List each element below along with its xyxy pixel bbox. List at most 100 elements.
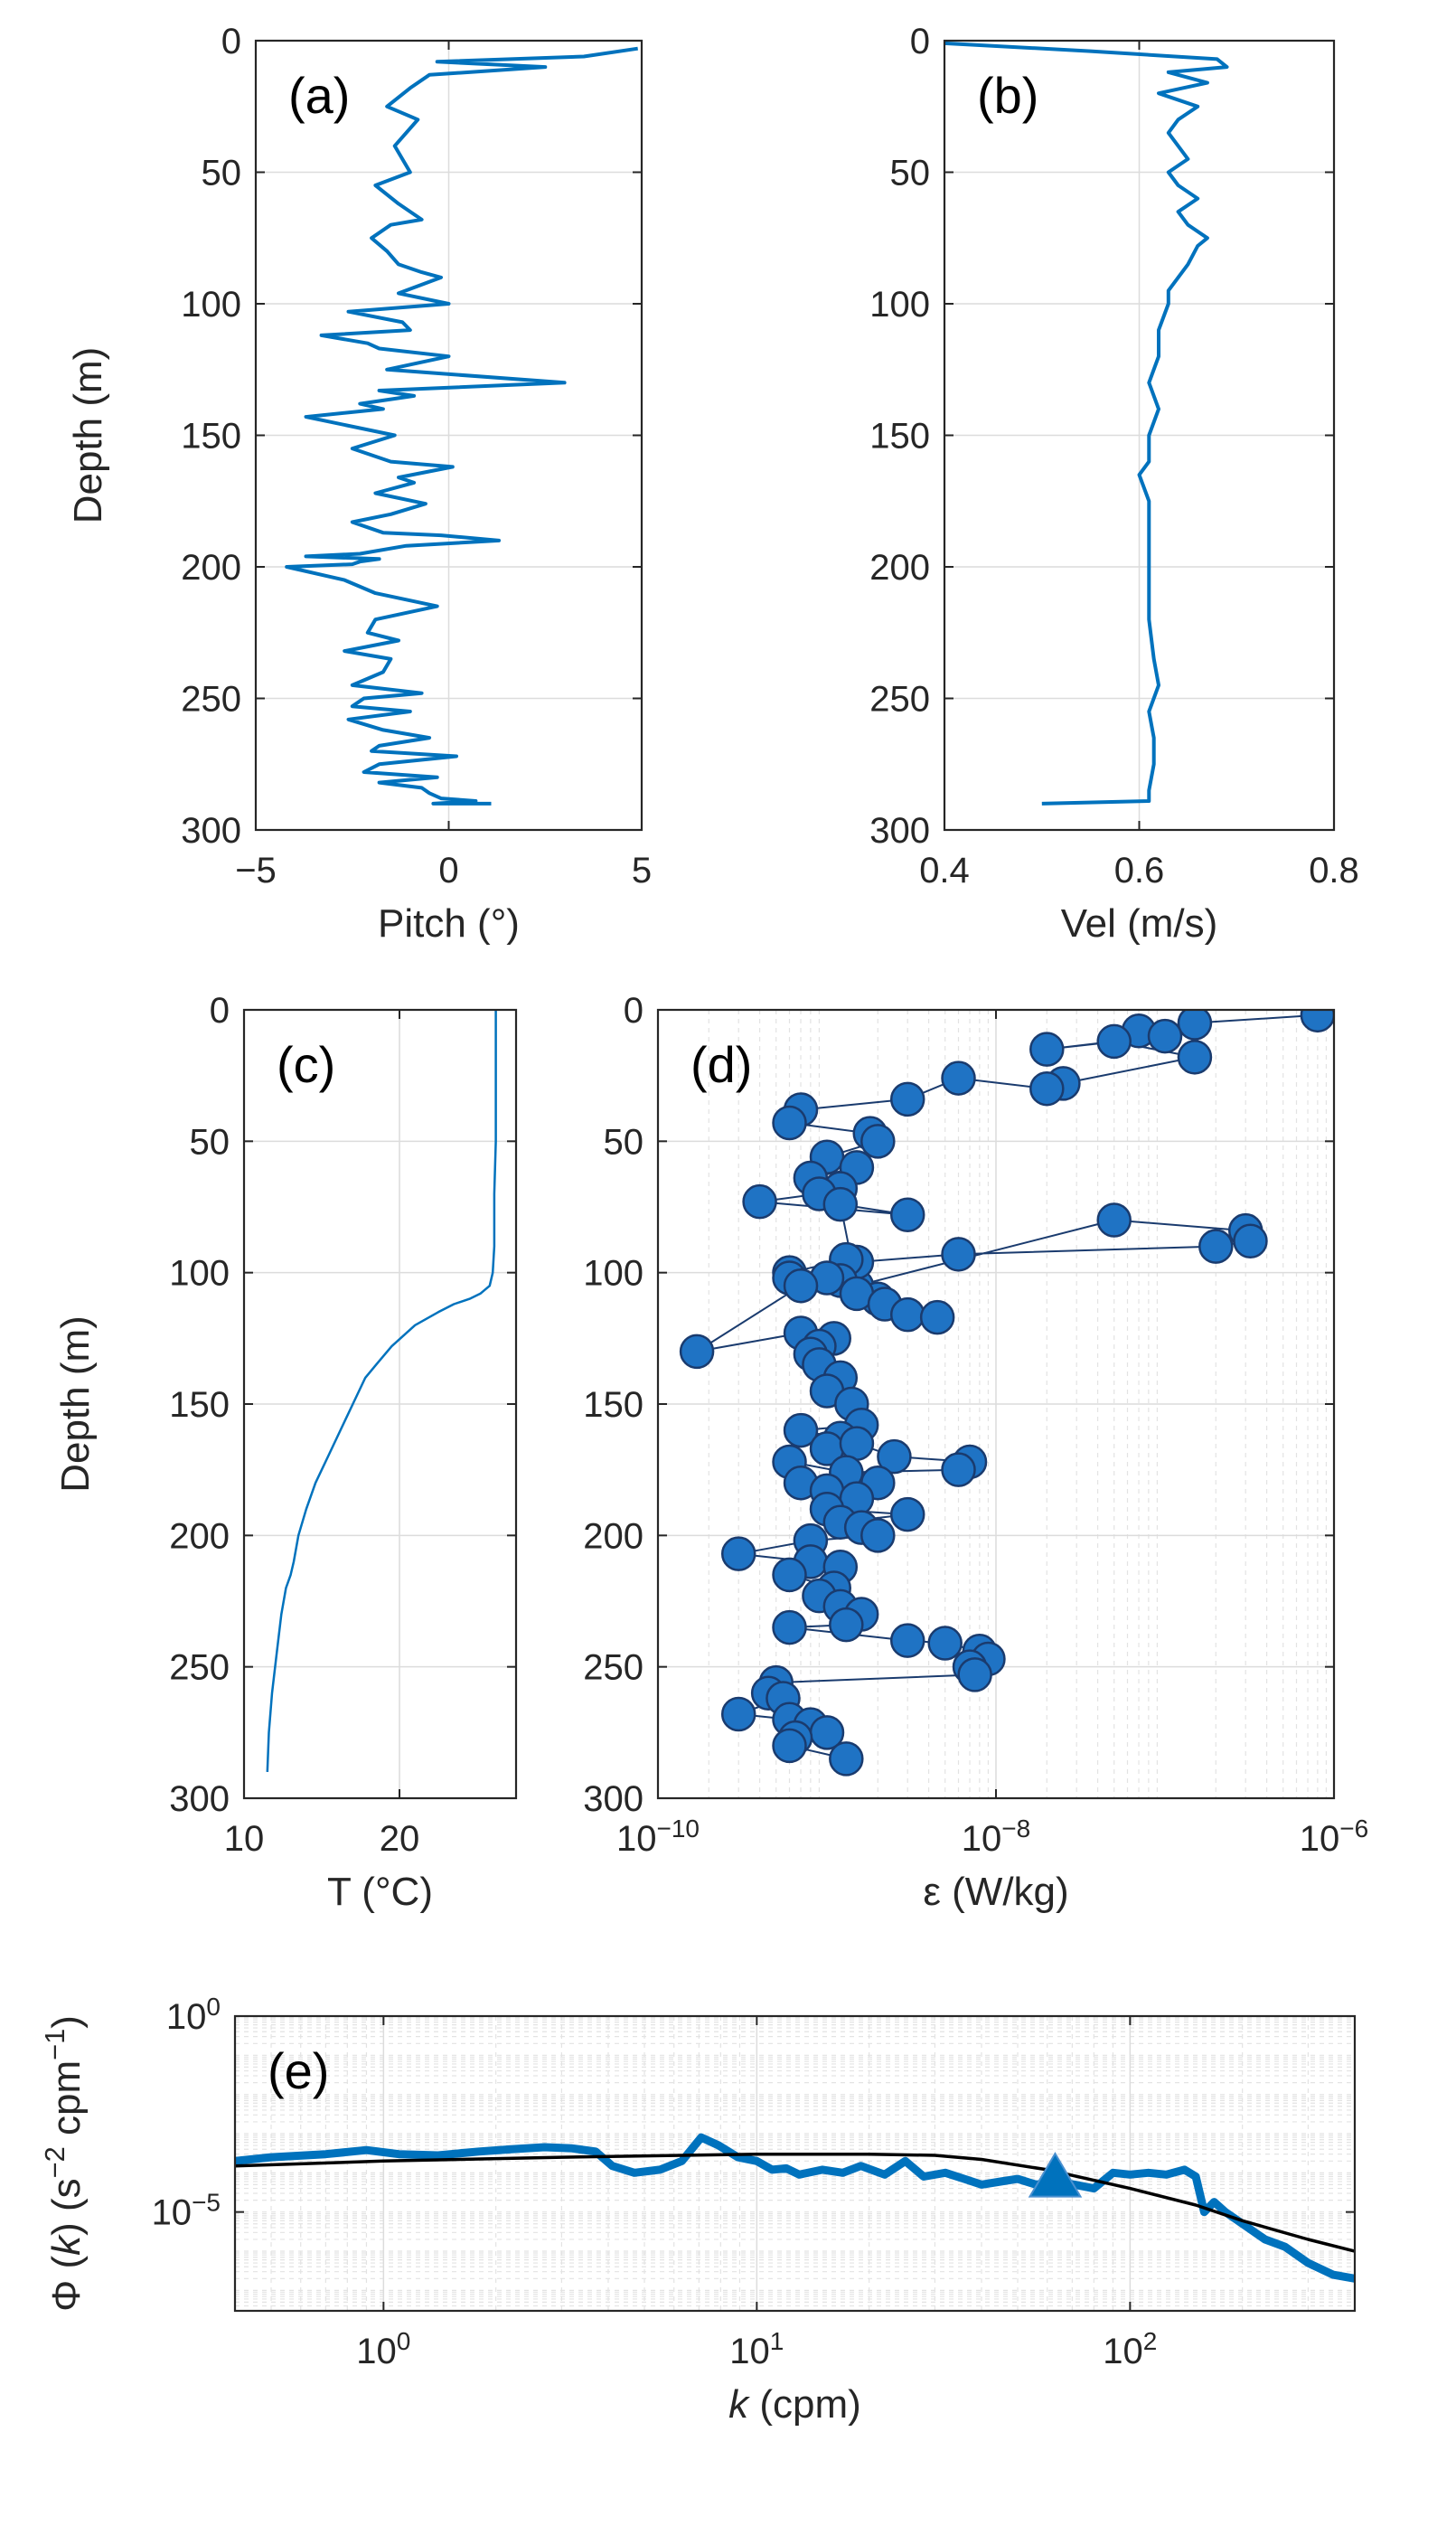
epsilon-point [889, 1496, 925, 1532]
x-tick-label: 10 [224, 1819, 265, 1859]
y-tick-label: 300 [169, 1779, 230, 1819]
panel-d-dissipation-profile: 10−10 10−8 10−6 0 50 100 150 200 250 300 ε (W/kg) (… [583, 991, 1368, 1914]
y-tick-label: 100 [166, 1993, 221, 2038]
epsilon-point [919, 1299, 955, 1335]
y-tick-label: 150 [181, 417, 241, 457]
epsilon-point [822, 1186, 859, 1222]
x-axis-label: Pitch (°) [378, 901, 520, 946]
epsilon-point [1029, 1070, 1065, 1107]
plot-area [285, 46, 638, 806]
y-tick-label: 100 [169, 1254, 230, 1294]
x-tick-label: 0.6 [1114, 851, 1165, 891]
epsilon-point [941, 1452, 976, 1487]
epsilon-point [720, 1536, 756, 1571]
epsilon-point [783, 1268, 819, 1304]
x-tick-label: −5 [235, 851, 277, 891]
epsilon-point [1300, 1010, 1334, 1033]
axes-frame [233, 2014, 1357, 2313]
x-axis-label: ε (W/kg) [923, 1870, 1068, 1914]
epsilon-point [829, 1741, 864, 1777]
epsilon-point [772, 1609, 807, 1645]
x-tick-label: 5 [632, 851, 652, 891]
epsilon-point [1233, 1223, 1268, 1259]
y-tick-label: 300 [869, 811, 930, 851]
y-tick-label: 200 [169, 1516, 230, 1556]
epsilon-point [860, 1518, 896, 1553]
epsilon-point [860, 1124, 896, 1159]
x-tick-label: 101 [729, 2327, 784, 2372]
y-tick-label: 100 [869, 285, 930, 325]
epsilon-point [772, 1557, 807, 1593]
x-tick-label: 10−8 [962, 1814, 1030, 1860]
epsilon-point [889, 1296, 925, 1333]
epsilon-point [1096, 1202, 1132, 1238]
y-tick-label: 50 [604, 1122, 644, 1162]
x-tick-label: 0 [438, 851, 458, 891]
epsilon-point [1029, 1032, 1065, 1067]
panel-label: (e) [268, 2042, 329, 2099]
y-tick-label: 0 [910, 22, 930, 61]
profile-line [285, 46, 638, 806]
y-tick-label: 250 [869, 680, 930, 720]
epsilon-point [720, 1696, 756, 1732]
y-tick-label: 0 [624, 991, 643, 1031]
x-tick-label: 0.4 [919, 851, 970, 891]
epsilon-point [679, 1334, 715, 1370]
epsilon-point [772, 1728, 807, 1764]
panel-e-spectrum: 100 101 102 100 10−5 k (cpm) Φ (k) (s−2 cpm−1)… [39, 1993, 1357, 2427]
panel-label: (a) [288, 67, 350, 124]
epsilon-point [1096, 1023, 1132, 1060]
observed-spectrum-line [235, 2133, 1355, 2283]
epsilon-point [1198, 1229, 1234, 1264]
panel-b-velocity-profile: 0.4 0.6 0.8 0 50 100 150 200 250 300 Vel (m/s) (b) [869, 22, 1359, 946]
y-axis-label: Depth (m) [53, 1315, 98, 1493]
y-tick-label: 200 [583, 1516, 643, 1556]
epsilon-point [877, 1438, 912, 1475]
y-tick-label: 150 [869, 417, 930, 457]
plot-area [679, 1010, 1334, 1777]
x-axis-label: Vel (m/s) [1061, 901, 1218, 946]
y-tick-label: 100 [583, 1254, 643, 1294]
y-tick-label: 100 [181, 285, 241, 325]
plot-area [235, 2133, 1355, 2283]
epsilon-point [927, 1626, 963, 1661]
y-tick-label: 10−5 [152, 2188, 221, 2233]
epsilon-point [772, 1105, 807, 1141]
y-tick-label: 150 [169, 1385, 230, 1425]
epsilon-point [783, 1412, 819, 1448]
y-tick-label: 50 [202, 154, 242, 193]
panel-label: (c) [277, 1036, 335, 1093]
x-tick-label: 102 [1103, 2327, 1157, 2372]
panel-label: (d) [690, 1036, 752, 1093]
y-tick-label: 150 [583, 1385, 643, 1425]
profile-line [266, 1010, 497, 1772]
panel-label: (b) [977, 67, 1038, 124]
x-tick-label: 10−10 [616, 1814, 700, 1860]
y-tick-label: 250 [583, 1648, 643, 1688]
epsilon-point [829, 1607, 864, 1643]
y-tick-label: 50 [890, 154, 931, 193]
y-axis-label: Φ (k) (s−2 cpm−1) [39, 2015, 89, 2312]
x-axis-label: T (°C) [327, 1870, 433, 1914]
epsilon-point [742, 1183, 777, 1220]
epsilon-point [1177, 1040, 1213, 1075]
epsilon-point [957, 1657, 992, 1692]
epsilon-point [889, 1623, 925, 1658]
y-tick-label: 0 [210, 991, 230, 1031]
plot-area [944, 41, 1229, 806]
wavenumber-marker [1028, 2152, 1083, 2198]
epsilon-point [889, 1081, 925, 1117]
epsilon-point [941, 1237, 976, 1272]
y-tick-label: 200 [181, 548, 241, 588]
epsilon-point [839, 1426, 875, 1461]
y-tick-label: 50 [190, 1122, 230, 1162]
x-tick-label: 0.8 [1309, 851, 1359, 891]
model-spectrum-line [235, 2152, 1355, 2253]
epsilon-point [1177, 1010, 1213, 1041]
y-tick-label: 300 [583, 1779, 643, 1819]
x-tick-label: 10−6 [1300, 1814, 1368, 1860]
y-tick-label: 0 [221, 22, 241, 61]
